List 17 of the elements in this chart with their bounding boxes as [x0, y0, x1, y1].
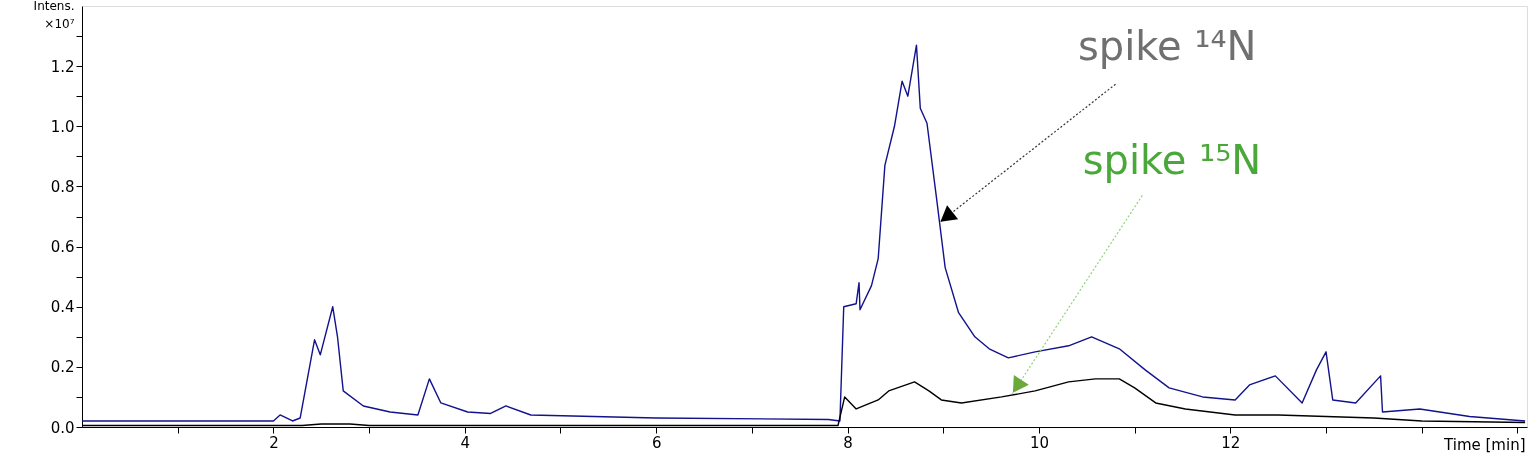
y-tick-label: 0.2: [50, 358, 75, 377]
y-tick-label: 0.6: [50, 238, 75, 257]
y-tick-label: 0.4: [50, 298, 75, 317]
x-tick-label: 2: [269, 433, 279, 452]
annotation: spike ¹⁵N: [1082, 137, 1262, 184]
y-tick-label: 1.0: [50, 117, 75, 136]
x-tick-label: 6: [651, 433, 662, 452]
x-tick-label: 12: [1221, 433, 1241, 452]
x-tick-label: 10: [1029, 433, 1049, 452]
annotation: spike ¹⁴N: [1077, 23, 1257, 70]
x-axis-title: Time [min]: [1443, 435, 1526, 454]
x-tick-label: 4: [460, 433, 471, 452]
y-tick-label: 0.0: [50, 418, 75, 437]
y-tick-label: 0.8: [50, 177, 75, 196]
y-tick-label: 1.2: [50, 57, 75, 76]
x-tick-label: 8: [843, 433, 853, 452]
y-axis-title: Intens. ×10⁷: [33, 0, 75, 31]
